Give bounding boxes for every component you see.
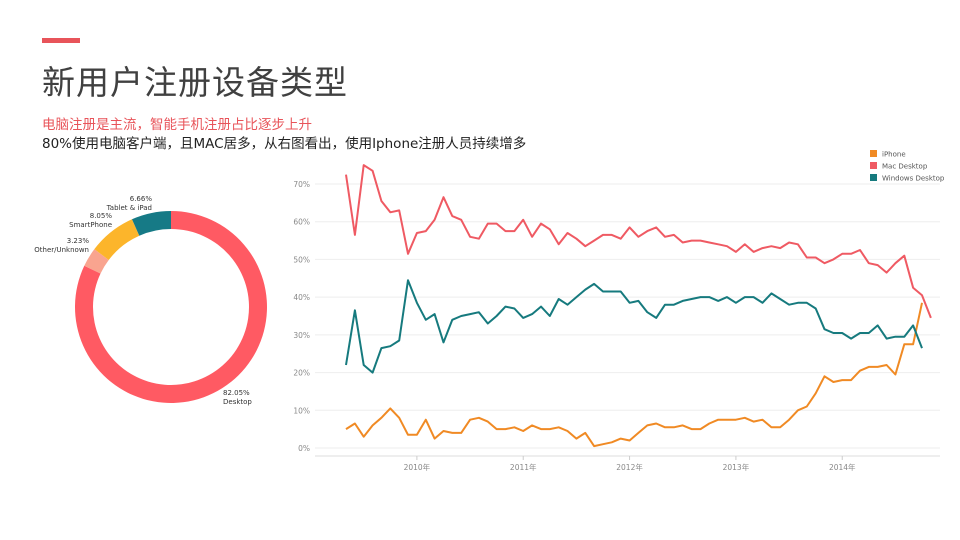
- donut-value-label-1: 3.23%: [67, 237, 90, 245]
- subtitle-detail: 80%使用电脑客户端，且MAC居多，从右图看出，使用Iphone注册人员持续增多: [42, 136, 527, 152]
- donut-category-label-1: Other/Unknown: [34, 246, 89, 254]
- subtitle-highlight: 电脑注册是主流，智能手机注册占比逐步上升: [42, 117, 312, 133]
- donut-chart: 82.05%Desktop 3.23%Other/Unknown 8.05%Smar…: [34, 195, 267, 406]
- accent-bar: [42, 38, 80, 43]
- x-tick-label: 2014年: [829, 462, 856, 472]
- legend-swatch-2: [870, 174, 877, 181]
- donut-value-label-2: 8.05%: [90, 212, 113, 220]
- y-tick-label: 50%: [293, 255, 310, 264]
- legend-label-1: Mac Desktop: [882, 163, 928, 171]
- y-tick-label: 20%: [293, 369, 310, 378]
- series-line-1: [345, 164, 932, 319]
- y-tick-label: 30%: [293, 331, 310, 340]
- series-line-2: [345, 279, 923, 374]
- legend-swatch-1: [870, 162, 877, 169]
- y-tick-label: 60%: [293, 218, 310, 227]
- series-line-0: [345, 302, 923, 448]
- y-tick-label: 40%: [293, 293, 310, 302]
- legend-swatch-0: [870, 150, 877, 157]
- x-tick-label: 2012年: [616, 462, 643, 472]
- donut-value-label-3: 6.66%: [130, 195, 153, 203]
- donut-value-label-0: 82.05%: [223, 389, 250, 397]
- x-tick-label: 2011年: [510, 462, 537, 472]
- x-tick-label: 2013年: [723, 462, 750, 472]
- y-tick-label: 70%: [293, 180, 310, 189]
- y-tick-label: 0%: [298, 444, 310, 453]
- donut-category-label-3: Tablet & iPad: [106, 204, 152, 212]
- y-tick-label: 10%: [293, 406, 310, 415]
- donut-slice-3: [131, 211, 171, 236]
- donut-slice-1: [84, 249, 109, 274]
- x-tick-label: 2010年: [404, 462, 431, 472]
- donut-category-label-2: SmartPhone: [69, 221, 112, 229]
- donut-category-label-0: Desktop: [223, 398, 252, 406]
- line-chart: 0% 10% 20% 30% 40% 50% 60% 70% 2010年 2011年 2012年 20…: [293, 150, 945, 472]
- donut-slice-2: [94, 219, 140, 261]
- page-title: 新用户注册设备类型: [42, 63, 348, 102]
- legend-label-2: Windows Desktop: [882, 175, 945, 183]
- legend-label-0: iPhone: [882, 151, 906, 159]
